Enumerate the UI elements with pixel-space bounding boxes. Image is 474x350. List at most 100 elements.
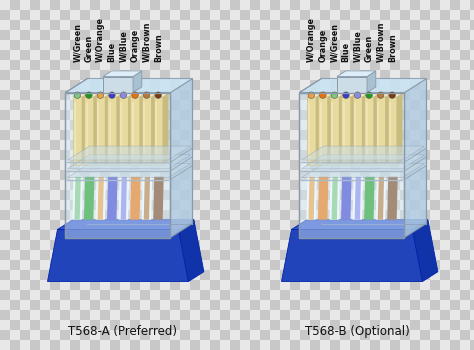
Bar [180,220,190,230]
Bar [450,150,460,160]
Bar [30,280,40,290]
Bar [450,210,460,220]
Bar [460,270,470,280]
Bar [290,130,300,140]
Bar [340,340,350,350]
Bar [220,240,230,250]
Bar [150,250,160,260]
Bar [390,190,400,200]
Bar [410,280,420,290]
Bar [180,120,190,130]
Bar [360,30,370,40]
Bar [40,260,50,270]
Bar [230,80,240,90]
Bar [160,330,170,340]
Bar [320,240,330,250]
Bar [150,280,160,290]
Bar [40,0,50,10]
Bar [230,240,240,250]
Bar [110,10,120,20]
Bar [460,0,470,10]
Bar [270,90,280,100]
Bar [450,60,460,70]
Bar [200,280,210,290]
Bar [110,110,120,120]
Bar [230,90,240,100]
Bar [100,310,110,320]
Bar [310,110,320,120]
Bar [60,280,70,290]
Bar [50,60,60,70]
Bar [410,220,420,230]
Bar [350,240,360,250]
Bar [420,30,430,40]
Bar [250,0,260,10]
Bar [360,340,370,350]
Bar [190,330,200,340]
Bar [80,320,90,330]
Bar [50,0,60,10]
Bar [150,290,160,300]
Bar [20,240,30,250]
Bar [160,260,170,270]
Bar [260,90,270,100]
Circle shape [319,92,326,98]
Bar [230,220,240,230]
Bar [180,70,190,80]
Bar [90,0,100,10]
Bar [280,280,290,290]
Bar [170,230,180,240]
Bar [170,130,180,140]
Bar [430,50,440,60]
Bar [270,100,280,110]
Bar [150,20,160,30]
Bar [360,210,370,220]
Bar [440,240,450,250]
Bar [240,50,250,60]
Bar [290,120,300,130]
Bar [320,190,330,200]
Bar [70,60,80,70]
Bar [210,20,220,30]
Polygon shape [154,97,163,165]
Bar [160,160,170,170]
Bar [340,270,350,280]
Bar [450,170,460,180]
Bar [60,130,70,140]
Bar [90,230,100,240]
Bar [80,100,90,110]
Bar [350,250,360,260]
Bar [460,300,470,310]
Bar [20,270,30,280]
Bar [310,10,320,20]
Bar [380,340,390,350]
Bar [120,0,130,10]
Bar [400,320,410,330]
Bar [440,300,450,310]
Bar [310,210,320,220]
Polygon shape [376,93,391,97]
Bar [390,200,400,210]
Bar [200,220,210,230]
Bar [360,10,370,20]
Bar [10,100,20,110]
Bar [10,30,20,40]
Bar [440,140,450,150]
Bar [70,170,80,180]
Polygon shape [404,78,427,238]
Bar [110,220,120,230]
Bar [390,260,400,270]
Bar [380,140,390,150]
Bar [330,130,340,140]
Bar [210,120,220,130]
Bar [180,330,190,340]
Bar [230,270,240,280]
Polygon shape [133,71,142,92]
Bar [240,110,250,120]
Bar [470,0,474,10]
Bar [230,210,240,220]
Bar [30,240,40,250]
Bar [400,150,410,160]
Bar [330,0,340,10]
Bar [150,60,160,70]
